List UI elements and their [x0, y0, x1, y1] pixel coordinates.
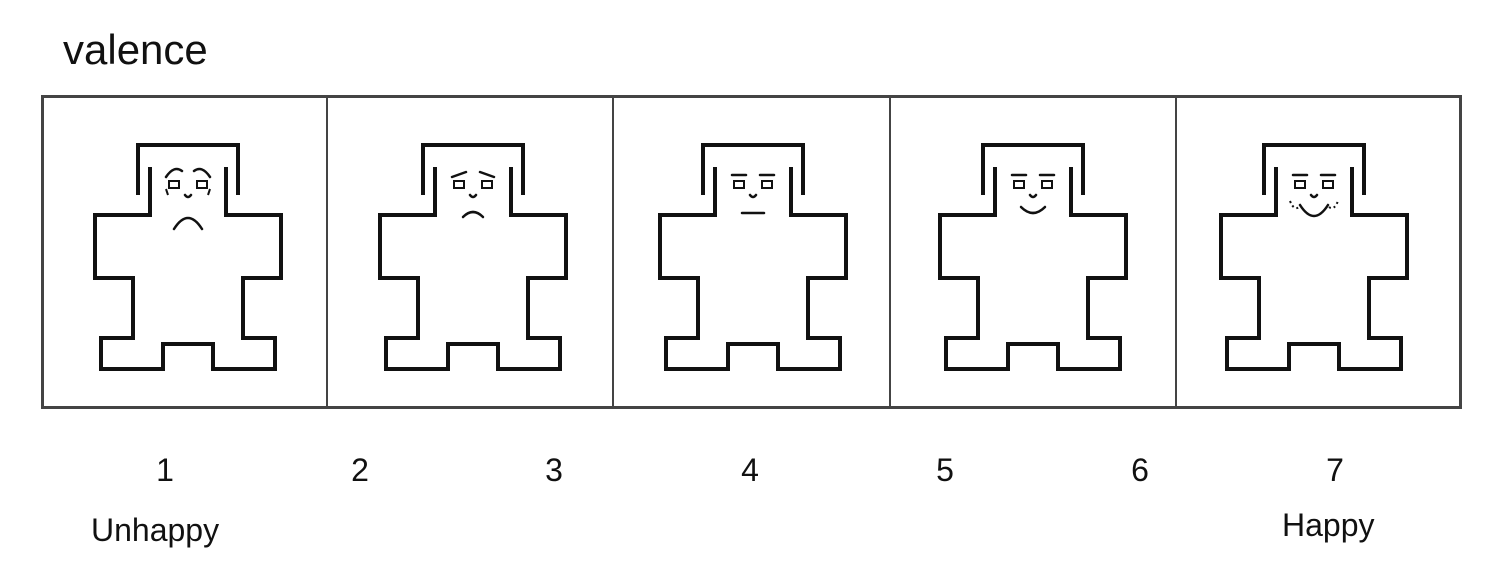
scale-point-6: 6	[1110, 450, 1170, 490]
tear	[208, 189, 210, 195]
mouth	[463, 212, 483, 217]
brow	[166, 169, 182, 177]
nose	[470, 195, 476, 197]
eye	[482, 181, 492, 188]
nose	[1030, 195, 1036, 197]
manikin-very-happy	[1221, 145, 1407, 369]
nose	[1311, 195, 1317, 197]
nose	[185, 195, 191, 197]
manikin-very-sad	[95, 145, 281, 369]
tear	[166, 189, 168, 195]
eye	[454, 181, 464, 188]
scale-point-5: 5	[915, 450, 975, 490]
eye	[197, 181, 207, 188]
eye	[734, 181, 744, 188]
anchor-label-happy: Happy	[1282, 505, 1375, 545]
page-title: valence	[63, 24, 208, 76]
scale-point-4: 4	[720, 450, 780, 490]
scale-point-3: 3	[524, 450, 584, 490]
mouth	[174, 218, 202, 229]
manikin-sad	[380, 145, 566, 369]
mouth	[1021, 207, 1045, 213]
manikin-content	[940, 145, 1126, 369]
anchor-label-unhappy: Unhappy	[91, 510, 219, 550]
brow	[194, 169, 210, 177]
eye	[1295, 181, 1305, 188]
manikin-hair	[1264, 145, 1364, 195]
cheek	[1329, 201, 1338, 208]
cheek	[1290, 201, 1299, 208]
scale-point-7: 7	[1305, 450, 1365, 490]
manikin-hair	[983, 145, 1083, 195]
nose	[750, 195, 756, 197]
eye	[762, 181, 772, 188]
manikin-hair	[423, 145, 523, 195]
valence-figure-strip	[41, 95, 1462, 409]
eye	[1014, 181, 1024, 188]
eye	[169, 181, 179, 188]
eye	[1042, 181, 1052, 188]
manikin-neutral	[660, 145, 846, 369]
brow	[480, 172, 494, 177]
scale-point-1: 1	[135, 450, 195, 490]
manikin-hair	[703, 145, 803, 195]
brow	[452, 172, 466, 177]
mouth	[1300, 205, 1328, 216]
eye	[1323, 181, 1333, 188]
scale-point-2: 2	[330, 450, 390, 490]
manikin-hair	[138, 145, 238, 195]
